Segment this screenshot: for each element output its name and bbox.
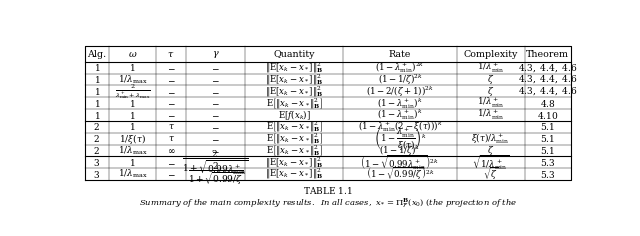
- Text: $2$: $2$: [93, 121, 100, 132]
- Text: $\zeta$: $\zeta$: [487, 85, 494, 98]
- Text: $-$: $-$: [167, 87, 175, 96]
- Text: $\infty$: $\infty$: [167, 146, 175, 155]
- Text: $\left(1-\sqrt{0.99/\zeta}\right)^{2k}$: $\left(1-\sqrt{0.99/\zeta}\right)^{2k}$: [365, 166, 435, 182]
- Text: $\|\mathrm{E}\left[x_k-x_*\right]\|^2_{\mathbf{B}}$: $\|\mathrm{E}\left[x_k-x_*\right]\|^2_{\…: [265, 72, 323, 87]
- Text: $1/\lambda_{\max}$: $1/\lambda_{\max}$: [118, 144, 147, 157]
- Text: $\mathrm{E}\left[\|x_k-x_*\|^2_{\mathbf{B}}\right]$: $\mathrm{E}\left[\|x_k-x_*\|^2_{\mathbf{…: [266, 120, 323, 134]
- Text: $\mathit{Summary\ of\ the\ main\ complexity\ results.\ \ In\ all\ cases,\ }$$x_*: $\mathit{Summary\ of\ the\ main\ complex…: [139, 196, 517, 210]
- Text: $-$: $-$: [167, 75, 175, 84]
- Text: $1$: $1$: [93, 62, 100, 73]
- Text: Alg.: Alg.: [87, 50, 106, 59]
- Text: $\frac{2}{\lambda^+_{\min}+\lambda_{\max}}$: $\frac{2}{\lambda^+_{\min}+\lambda_{\max…: [115, 82, 150, 101]
- Text: $2$: $2$: [93, 133, 100, 144]
- Text: $\sqrt{\zeta}$: $\sqrt{\zeta}$: [483, 166, 499, 182]
- Text: $4.10$: $4.10$: [537, 110, 559, 121]
- Text: $1/\lambda^+_{\min}$: $1/\lambda^+_{\min}$: [477, 61, 504, 75]
- Text: $2$: $2$: [93, 145, 100, 156]
- Text: $\sqrt{1/\lambda^+_{\min}}$: $\sqrt{1/\lambda^+_{\min}}$: [472, 153, 509, 172]
- Text: $\tau$: $\tau$: [168, 50, 175, 59]
- Text: $-$: $-$: [211, 63, 220, 72]
- Text: $-$: $-$: [211, 110, 220, 120]
- Text: $\mathrm{E}\left[\|x_k-x_*\|^2_{\mathbf{B}}\right]$: $\mathrm{E}\left[\|x_k-x_*\|^2_{\mathbf{…: [266, 96, 323, 110]
- Text: $-$: $-$: [167, 63, 175, 72]
- Text: $\left(1-\lambda^+_{\min}(2-\xi(\tau))\right)^k$: $\left(1-\lambda^+_{\min}(2-\xi(\tau))\r…: [358, 119, 442, 134]
- Text: $(1-1/\zeta)^{k}$: $(1-1/\zeta)^{k}$: [380, 143, 420, 158]
- Text: $-$: $-$: [167, 110, 175, 120]
- Text: $1$: $1$: [129, 121, 136, 132]
- Text: $\dfrac{2}{1+\sqrt{0.99\lambda^+_{\min}}}$: $\dfrac{2}{1+\sqrt{0.99\lambda^+_{\min}}…: [182, 148, 248, 177]
- Text: $\|\mathrm{E}\left[x_k-x_*\right]\|^2_{\mathbf{B}}$: $\|\mathrm{E}\left[x_k-x_*\right]\|^2_{\…: [265, 61, 323, 75]
- Text: $\mathrm{E}\left[\|x_k-x_*\|^2_{\mathbf{B}}\right]$: $\mathrm{E}\left[\|x_k-x_*\|^2_{\mathbf{…: [266, 131, 323, 146]
- Text: $4.3,\ 4.4,\ 4.6$: $4.3,\ 4.4,\ 4.6$: [518, 62, 577, 74]
- Text: T$\mathrm{ABLE}$ 1.1: T$\mathrm{ABLE}$ 1.1: [303, 185, 353, 196]
- Text: $3$: $3$: [93, 169, 100, 180]
- Text: $\tau$: $\tau$: [168, 122, 175, 131]
- Text: $(1-1/\zeta)^{2k}$: $(1-1/\zeta)^{2k}$: [378, 72, 422, 87]
- Text: $1$: $1$: [129, 62, 136, 73]
- Text: $\zeta$: $\zeta$: [487, 144, 494, 157]
- Text: $5.3$: $5.3$: [540, 169, 556, 180]
- Text: $1$: $1$: [93, 74, 100, 85]
- Text: $4.8$: $4.8$: [540, 98, 556, 109]
- Text: $-$: $-$: [211, 146, 220, 155]
- Text: $3$: $3$: [93, 157, 100, 168]
- Text: $1$: $1$: [93, 98, 100, 109]
- Text: $(1-2/(\zeta+1))^{2k}$: $(1-2/(\zeta+1))^{2k}$: [366, 84, 434, 99]
- Text: $\|\mathrm{E}\left[x_k-x_*\right]\|^2_{\mathbf{B}}$: $\|\mathrm{E}\left[x_k-x_*\right]\|^2_{\…: [265, 167, 323, 181]
- Text: $1/\lambda^+_{\min}$: $1/\lambda^+_{\min}$: [477, 108, 504, 122]
- Text: $\left(1-\dfrac{\lambda^+_{\min}}{\xi(\tau)}\right)^k$: $\left(1-\dfrac{\lambda^+_{\min}}{\xi(\t…: [374, 125, 426, 152]
- Text: $1/\xi(\tau)$: $1/\xi(\tau)$: [119, 132, 146, 146]
- Text: $\xi(\tau)/\lambda^+_{\min}$: $\xi(\tau)/\lambda^+_{\min}$: [472, 131, 510, 146]
- Text: $\mathrm{E}\left[f(x_k)\right]$: $\mathrm{E}\left[f(x_k)\right]$: [278, 108, 311, 122]
- Text: $1$: $1$: [93, 86, 100, 97]
- Text: Theorem: Theorem: [526, 50, 570, 59]
- Text: $\left(1-\sqrt{0.99\lambda^+_{\min}}\right)^{2k}$: $\left(1-\sqrt{0.99\lambda^+_{\min}}\rig…: [360, 153, 440, 172]
- Text: $4.3,\ 4.4,\ 4.6$: $4.3,\ 4.4,\ 4.6$: [518, 74, 577, 85]
- Text: $(1-\lambda^+_{\min})^{k}$: $(1-\lambda^+_{\min})^{k}$: [378, 96, 422, 111]
- Text: $4.3,\ 4.4,\ 4.6$: $4.3,\ 4.4,\ 4.6$: [518, 86, 577, 97]
- Text: $\|\mathrm{E}\left[x_k-x_*\right]\|^2_{\mathbf{B}}$: $\|\mathrm{E}\left[x_k-x_*\right]\|^2_{\…: [265, 84, 323, 99]
- Text: Quantity: Quantity: [273, 50, 315, 59]
- Text: $(1-\lambda^+_{\min})^{2k}$: $(1-\lambda^+_{\min})^{2k}$: [376, 60, 424, 75]
- Text: $5.1$: $5.1$: [540, 145, 556, 156]
- Text: Rate: Rate: [389, 50, 412, 59]
- Text: $1$: $1$: [129, 110, 136, 121]
- Text: $-$: $-$: [211, 134, 220, 143]
- Text: $5.1$: $5.1$: [540, 121, 556, 132]
- Text: $\dfrac{2}{1+\sqrt{0.99/\zeta}}$: $\dfrac{2}{1+\sqrt{0.99/\zeta}}$: [188, 161, 243, 187]
- Text: $-$: $-$: [211, 122, 220, 131]
- Text: Complexity: Complexity: [463, 50, 518, 59]
- Text: $\|\mathrm{E}\left[x_k-x_*\right]\|^2_{\mathbf{B}}$: $\|\mathrm{E}\left[x_k-x_*\right]\|^2_{\…: [265, 155, 323, 169]
- Text: $-$: $-$: [167, 170, 175, 179]
- Text: $-$: $-$: [167, 99, 175, 108]
- Text: $\tau$: $\tau$: [168, 134, 175, 143]
- Text: $5.1$: $5.1$: [540, 133, 556, 144]
- Text: $1$: $1$: [129, 98, 136, 109]
- Text: $1$: $1$: [93, 110, 100, 121]
- Text: $5.3$: $5.3$: [540, 157, 556, 168]
- Text: $1$: $1$: [129, 157, 136, 168]
- Text: $(1-\lambda^+_{\min})^{k}$: $(1-\lambda^+_{\min})^{k}$: [378, 108, 422, 122]
- Text: $\omega$: $\omega$: [128, 50, 138, 59]
- Text: $\gamma$: $\gamma$: [212, 49, 220, 60]
- Text: $\mathrm{E}\left[\|x_k-x_*\|^2_{\mathbf{B}}\right]$: $\mathrm{E}\left[\|x_k-x_*\|^2_{\mathbf{…: [266, 143, 323, 158]
- Text: $-$: $-$: [211, 99, 220, 108]
- Text: $-$: $-$: [211, 87, 220, 96]
- Text: $1/\lambda_{\max}$: $1/\lambda_{\max}$: [118, 168, 147, 180]
- Text: $-$: $-$: [167, 158, 175, 167]
- Text: $1/\lambda^+_{\min}$: $1/\lambda^+_{\min}$: [477, 96, 504, 110]
- Text: $-$: $-$: [211, 75, 220, 84]
- Text: $\zeta$: $\zeta$: [487, 73, 494, 86]
- Text: $1/\lambda_{\max}$: $1/\lambda_{\max}$: [118, 73, 147, 86]
